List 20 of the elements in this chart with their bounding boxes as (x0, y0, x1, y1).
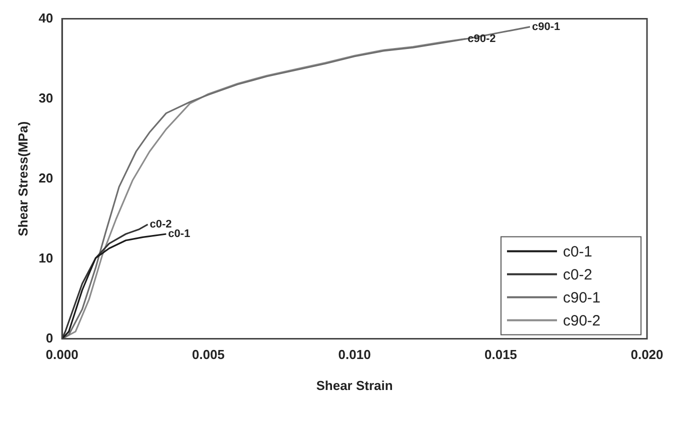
annotation: c0-2 (150, 218, 172, 230)
annotation: c90-2 (468, 32, 496, 45)
y-tick-label: 30 (38, 90, 54, 106)
annotation: c0-1 (168, 228, 190, 240)
annotation: c90-1 (532, 20, 560, 33)
legend-label: c0-1 (563, 243, 592, 260)
legend-label: c0-2 (563, 266, 592, 284)
x-tick-label: 0.005 (192, 347, 225, 362)
y-axis-title: Shear Stress(MPa) (15, 121, 30, 236)
x-tick-label: 0.000 (46, 347, 78, 362)
legend-label: c90-2 (563, 312, 601, 330)
x-axis-title: Shear Strain (316, 378, 393, 393)
x-tick-label: 0.020 (630, 347, 664, 362)
y-tick-label: 40 (38, 10, 54, 26)
legend-label: c90-1 (563, 289, 601, 306)
x-tick-label: 0.015 (484, 347, 518, 362)
x-tick-label: 0.010 (338, 347, 371, 362)
y-tick-label: 0 (46, 330, 54, 346)
y-tick-label: 10 (38, 250, 54, 266)
y-tick-label: 20 (38, 170, 54, 186)
